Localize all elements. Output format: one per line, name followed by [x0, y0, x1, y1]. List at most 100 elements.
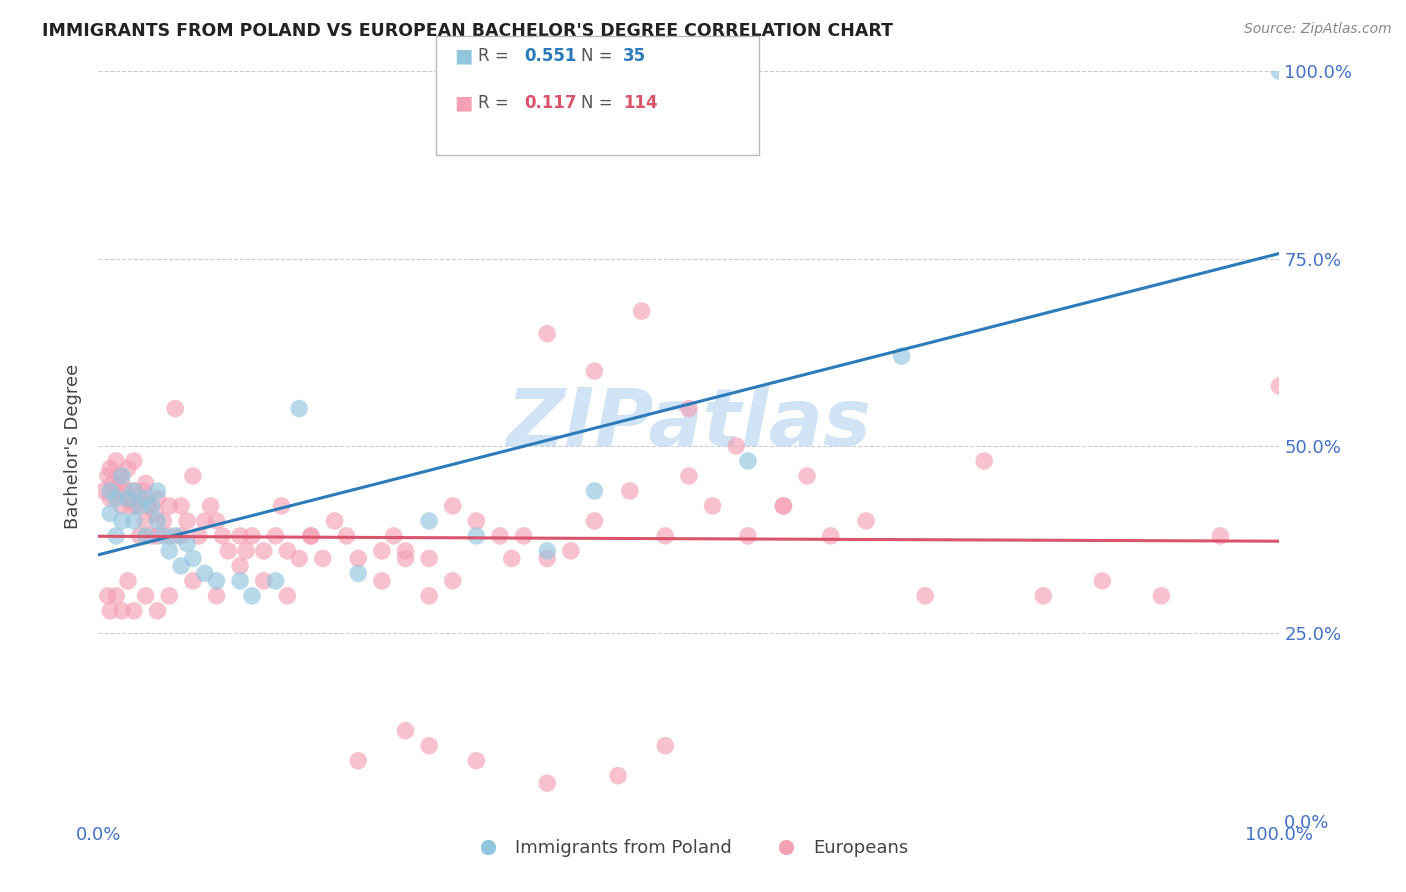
Point	[371, 574, 394, 588]
Text: R =: R =	[478, 47, 515, 65]
Point	[205, 589, 228, 603]
Point	[135, 491, 157, 506]
Point	[253, 544, 276, 558]
Point	[323, 514, 346, 528]
Point	[607, 769, 630, 783]
Point	[111, 469, 134, 483]
Point	[253, 574, 276, 588]
Point	[146, 604, 169, 618]
Point	[141, 529, 163, 543]
Point	[125, 499, 148, 513]
Point	[235, 544, 257, 558]
Point	[288, 401, 311, 416]
Point	[205, 574, 228, 588]
Point	[347, 754, 370, 768]
Point	[98, 491, 121, 506]
Point	[1268, 379, 1291, 393]
Point	[117, 461, 139, 475]
Point	[122, 483, 145, 498]
Text: ■: ■	[454, 46, 472, 66]
Point	[135, 529, 157, 543]
Point	[772, 499, 794, 513]
Point	[536, 776, 558, 790]
Point	[157, 499, 180, 513]
Point	[111, 476, 134, 491]
Point	[211, 529, 233, 543]
Point	[181, 551, 204, 566]
Point	[240, 529, 263, 543]
Point	[117, 574, 139, 588]
Point	[702, 499, 724, 513]
Point	[678, 401, 700, 416]
Y-axis label: Bachelor's Degree: Bachelor's Degree	[65, 363, 83, 529]
Point	[229, 558, 252, 573]
Point	[98, 507, 121, 521]
Point	[270, 499, 292, 513]
Point	[105, 589, 128, 603]
Point	[157, 589, 180, 603]
Point	[536, 544, 558, 558]
Point	[276, 544, 298, 558]
Point	[855, 514, 877, 528]
Point	[347, 566, 370, 581]
Point	[465, 754, 488, 768]
Point	[176, 514, 198, 528]
Point	[135, 589, 157, 603]
Point	[583, 514, 606, 528]
Point	[264, 529, 287, 543]
Point	[128, 491, 150, 506]
Point	[654, 739, 676, 753]
Point	[143, 507, 166, 521]
Point	[165, 401, 187, 416]
Text: IMMIGRANTS FROM POLAND VS EUROPEAN BACHELOR'S DEGREE CORRELATION CHART: IMMIGRANTS FROM POLAND VS EUROPEAN BACHE…	[42, 22, 893, 40]
Point	[135, 514, 157, 528]
Point	[146, 514, 169, 528]
Point	[112, 483, 135, 498]
Point	[512, 529, 534, 543]
Point	[117, 491, 139, 506]
Point	[152, 529, 174, 543]
Point	[264, 574, 287, 588]
Point	[97, 469, 120, 483]
Point	[394, 723, 416, 738]
Point	[181, 574, 204, 588]
Text: 35: 35	[623, 47, 645, 65]
Point	[914, 589, 936, 603]
Legend: Immigrants from Poland, Europeans: Immigrants from Poland, Europeans	[463, 831, 915, 864]
Point	[820, 529, 842, 543]
Point	[200, 499, 222, 513]
Point	[418, 514, 440, 528]
Point	[157, 529, 180, 543]
Point	[1091, 574, 1114, 588]
Point	[128, 529, 150, 543]
Point	[229, 574, 252, 588]
Point	[394, 551, 416, 566]
Text: N =: N =	[581, 94, 617, 112]
Point	[1032, 589, 1054, 603]
Text: N =: N =	[581, 47, 617, 65]
Point	[128, 499, 150, 513]
Point	[1268, 64, 1291, 78]
Point	[536, 551, 558, 566]
Point	[560, 544, 582, 558]
Point	[105, 491, 128, 506]
Point	[98, 461, 121, 475]
Point	[217, 544, 239, 558]
Point	[382, 529, 405, 543]
Text: ZIPatlas: ZIPatlas	[506, 384, 872, 463]
Text: Source: ZipAtlas.com: Source: ZipAtlas.com	[1244, 22, 1392, 37]
Point	[135, 476, 157, 491]
Point	[136, 499, 159, 513]
Point	[654, 529, 676, 543]
Point	[93, 483, 115, 498]
Point	[1209, 529, 1232, 543]
Point	[97, 589, 120, 603]
Point	[725, 439, 748, 453]
Point	[737, 454, 759, 468]
Point	[371, 544, 394, 558]
Point	[536, 326, 558, 341]
Point	[122, 454, 145, 468]
Point	[465, 529, 488, 543]
Point	[418, 551, 440, 566]
Point	[181, 469, 204, 483]
